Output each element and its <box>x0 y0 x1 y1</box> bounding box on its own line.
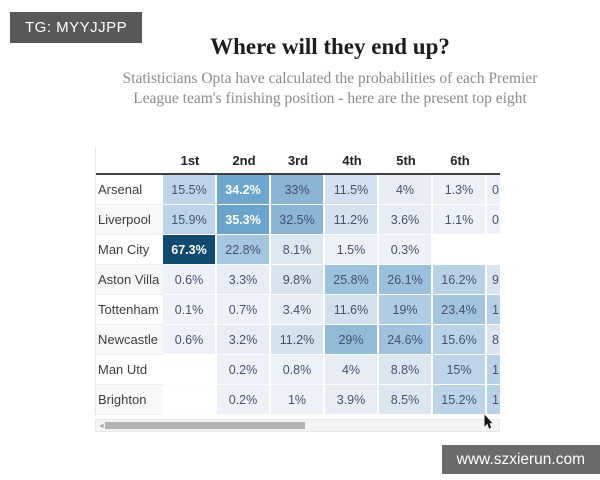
table-header-row: 1st 2nd 3rd 4th 5th 6th <box>96 148 500 175</box>
probability-cell: 0.1% <box>163 295 217 325</box>
scrollbar-thumb[interactable] <box>105 422 305 429</box>
probability-cell: 22.8% <box>217 235 271 265</box>
horizontal-scrollbar[interactable]: ◂ <box>95 414 500 432</box>
team-name: Arsenal <box>96 175 163 205</box>
probability-cell: 8 <box>487 325 500 355</box>
probability-cell <box>433 235 487 265</box>
telegram-badge: TG: MYYJJPP <box>10 12 143 43</box>
table-row: Tottenham 0.1% 0.7% 3.4% 11.6% 19% 23.4% 1 <box>96 295 500 325</box>
table-row: Man Utd 0.2% 0.8% 4% 8.8% 15% 1 <box>96 355 500 385</box>
probability-cell: 0.2% <box>217 385 271 415</box>
probability-cell: 8.8% <box>379 355 433 385</box>
team-name: Tottenham <box>96 295 163 325</box>
probability-cell: 11.6% <box>325 295 379 325</box>
probability-cell: 15% <box>433 355 487 385</box>
table-row: Liverpool 15.9% 35.3% 32.5% 11.2% 3.6% 1.1% 0 <box>96 205 500 235</box>
probability-cell: 15.9% <box>163 205 217 235</box>
page-title: Where will they end up? <box>210 34 450 59</box>
probability-cell <box>163 355 217 385</box>
probability-cell: 32.5% <box>271 205 325 235</box>
team-name: Newcastle <box>96 325 163 355</box>
probability-cell: 1 <box>487 355 500 385</box>
probability-cell: 33% <box>271 175 325 205</box>
table-row: Man City 67.3% 22.8% 8.1% 1.5% 0.3% <box>96 235 500 265</box>
probability-cell: 4% <box>379 175 433 205</box>
probability-cell: 8.1% <box>271 235 325 265</box>
mouse-cursor-icon <box>482 414 493 435</box>
probability-cell: 11.2% <box>271 325 325 355</box>
probability-cell <box>163 385 217 415</box>
watermark-banner: www.szxierun.com <box>441 445 600 474</box>
position-column-header: 2nd <box>232 153 256 168</box>
probability-cell: 9.8% <box>271 265 325 295</box>
probability-cell: 1 <box>487 295 500 325</box>
probability-cell: 4% <box>325 355 379 385</box>
position-column-header: 3rd <box>287 153 309 168</box>
probability-cell: 11.5% <box>325 175 379 205</box>
probability-cell: 34.2% <box>217 175 271 205</box>
probability-cell: 0 <box>487 175 500 205</box>
table-row: Arsenal 15.5% 34.2% 33% 11.5% 4% 1.3% 0 <box>96 175 500 205</box>
position-column-header: 5th <box>396 153 416 168</box>
team-name: Aston Villa <box>96 265 163 295</box>
position-column-header: 6th <box>450 153 470 168</box>
probability-cell: 8.5% <box>379 385 433 415</box>
probability-cell: 1.5% <box>325 235 379 265</box>
probability-cell: 1 <box>487 385 500 415</box>
probability-cell: 16.2% <box>433 265 487 295</box>
probability-cell: 25.8% <box>325 265 379 295</box>
probability-cell: 3.4% <box>271 295 325 325</box>
probability-cell: 9 <box>487 265 500 295</box>
probability-cell: 0.2% <box>217 355 271 385</box>
probability-cell: 15.5% <box>163 175 217 205</box>
probability-cell: 15.2% <box>433 385 487 415</box>
page-subtitle: Statisticians Opta have calculated the p… <box>122 70 538 108</box>
scrollbar-left-arrow-icon[interactable]: ◂ <box>99 421 104 430</box>
probability-cell: 1% <box>271 385 325 415</box>
probability-cell: 0.6% <box>163 325 217 355</box>
probability-cell: 67.3% <box>163 235 217 265</box>
probability-cell: 0 <box>487 205 500 235</box>
probability-cell: 3.9% <box>325 385 379 415</box>
team-name: Man Utd <box>96 355 163 385</box>
probability-cell: 26.1% <box>379 265 433 295</box>
probability-cell <box>487 235 500 265</box>
probability-cell: 23.4% <box>433 295 487 325</box>
probability-table[interactable]: 1st 2nd 3rd 4th 5th 6th Arsenal 15.5% 34.2% 33% 1… <box>95 148 500 415</box>
masthead: Where will they end up? Statisticians Op… <box>60 34 600 110</box>
probability-cell: 0.6% <box>163 265 217 295</box>
position-column-header: 1st <box>180 153 200 168</box>
probability-cell: 1.1% <box>433 205 487 235</box>
team-name: Brighton <box>96 385 163 415</box>
team-name: Man City <box>96 235 163 265</box>
probability-cell: 3.3% <box>217 265 271 295</box>
probability-cell: 0.8% <box>271 355 325 385</box>
probability-cell: 3.2% <box>217 325 271 355</box>
probability-cell: 3.6% <box>379 205 433 235</box>
probability-cell: 29% <box>325 325 379 355</box>
probability-cell: 35.3% <box>217 205 271 235</box>
table-row: Newcastle 0.6% 3.2% 11.2% 29% 24.6% 15.6% 8 <box>96 325 500 355</box>
probability-cell: 15.6% <box>433 325 487 355</box>
table-row: Brighton 0.2% 1% 3.9% 8.5% 15.2% 1 <box>96 385 500 415</box>
probability-cell: 1.3% <box>433 175 487 205</box>
probability-cell: 11.2% <box>325 205 379 235</box>
position-column-header: 4th <box>342 153 362 168</box>
probability-cell: 19% <box>379 295 433 325</box>
table-row: Aston Villa 0.6% 3.3% 9.8% 25.8% 26.1% 16.2% 9 <box>96 265 500 295</box>
probability-cell: 0.7% <box>217 295 271 325</box>
probability-cell: 0.3% <box>379 235 433 265</box>
team-name: Liverpool <box>96 205 163 235</box>
probability-cell: 24.6% <box>379 325 433 355</box>
